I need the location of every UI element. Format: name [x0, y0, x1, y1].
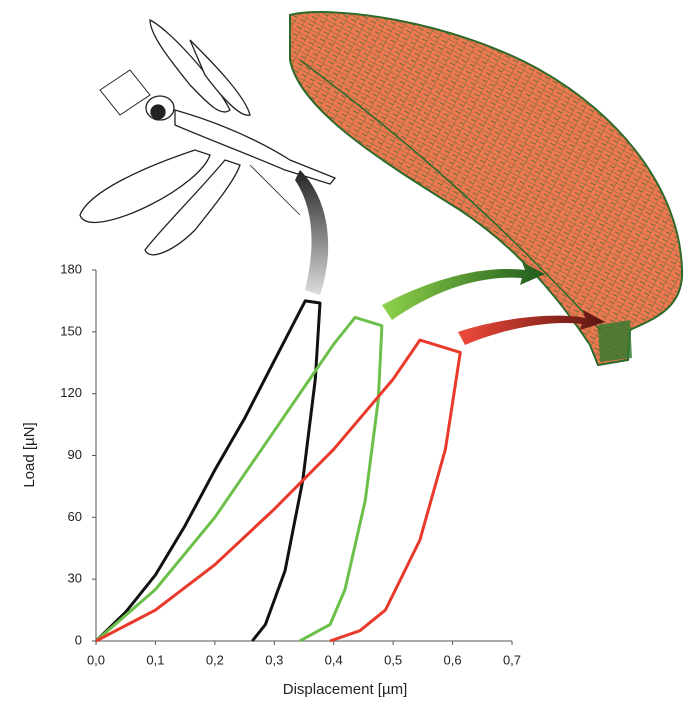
arrow-gray: [295, 170, 329, 295]
y-tick-label: 30: [68, 571, 82, 586]
y-tick-label: 0: [75, 632, 82, 647]
x-tick-label: 0,6: [444, 652, 462, 667]
x-tick-label: 0,3: [265, 652, 283, 667]
dragonfly-illustration: [79, 18, 337, 256]
load-curve: [94, 299, 322, 643]
y-axis-label: Load [µN]: [21, 422, 38, 487]
y-tick-label: 180: [60, 261, 82, 276]
x-tick-label: 0,4: [325, 652, 343, 667]
load-curve: [95, 315, 384, 643]
x-tick-label: 0,5: [384, 652, 402, 667]
arrow-green: [382, 262, 545, 320]
x-tick-label: 0,7: [503, 652, 521, 667]
y-tick-label: 150: [60, 323, 82, 338]
y-tick-label: 90: [68, 447, 82, 462]
load-curve: [95, 338, 462, 643]
x-axis-label: Displacement [µm]: [283, 681, 408, 698]
x-tick-label: 0,2: [206, 652, 224, 667]
x-tick-label: 0,0: [87, 652, 105, 667]
y-tick-label: 120: [60, 385, 82, 400]
wing-illustration: [289, 11, 684, 367]
x-tick-label: 0,1: [146, 652, 164, 667]
y-tick-label: 60: [68, 509, 82, 524]
arrow-red: [458, 310, 605, 345]
